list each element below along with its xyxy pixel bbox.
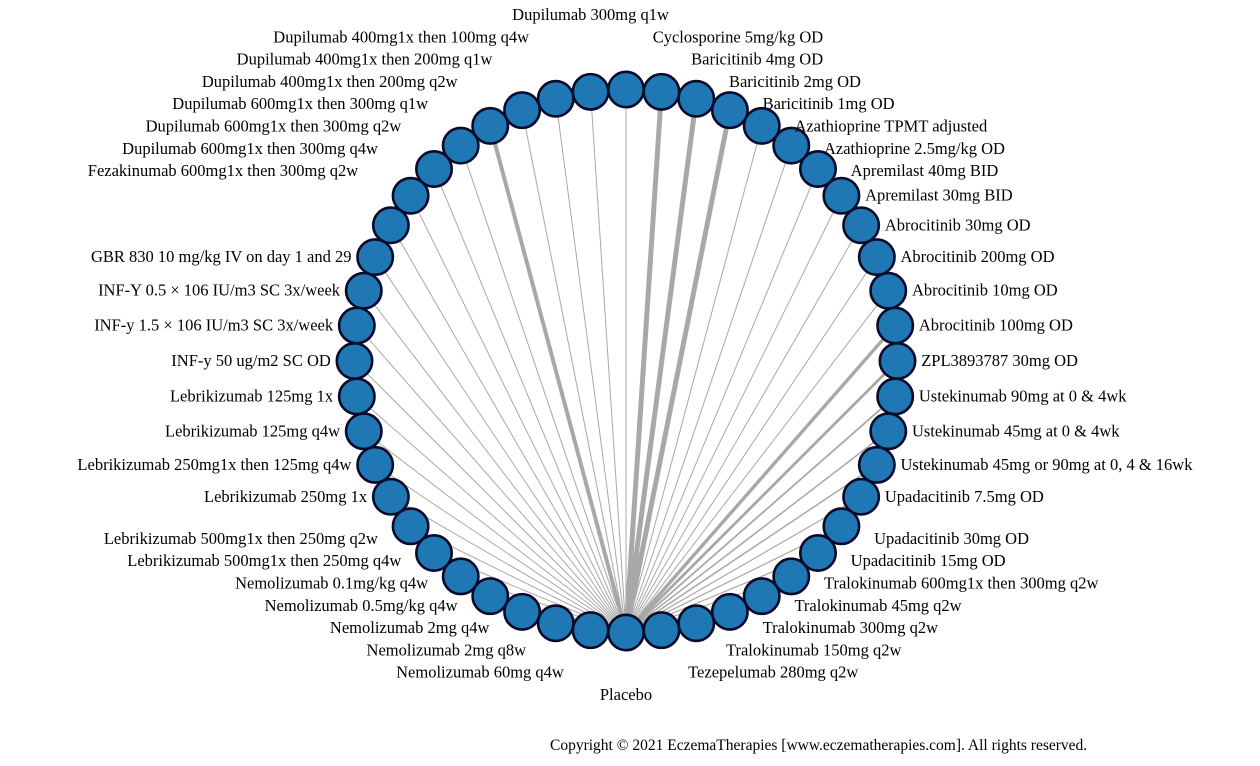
svg-text:Abrocitinib 30mg OD: Abrocitinib 30mg OD	[885, 215, 1031, 234]
svg-text:Abrocitinib 100mg OD: Abrocitinib 100mg OD	[919, 316, 1073, 335]
svg-text:Apremilast 40mg BID: Apremilast 40mg BID	[851, 161, 999, 180]
svg-text:Lebrikizumab 250mg1x then 125m: Lebrikizumab 250mg1x then 125mg q4w	[77, 455, 351, 474]
svg-text:Fezakinumab 600mg1x then 300mg: Fezakinumab 600mg1x then 300mg q2w	[88, 161, 358, 180]
svg-text:INF-y 1.5 × 106 IU/m3 SC 3x/we: INF-y 1.5 × 106 IU/m3 SC 3x/week	[94, 316, 334, 335]
svg-text:Baricitinib 1mg OD: Baricitinib 1mg OD	[763, 94, 895, 113]
svg-text:Dupilumab 400mg1x then 200mg q: Dupilumab 400mg1x then 200mg q2w	[202, 72, 458, 91]
svg-text:Lebrikizumab 500mg1x then 250m: Lebrikizumab 500mg1x then 250mg q2w	[104, 529, 378, 548]
svg-text:Ustekinumab 45mg or 90mg at 0,: Ustekinumab 45mg or 90mg at 0, 4 & 16wk	[901, 455, 1194, 474]
svg-text:Tezepelumab 280mg q2w: Tezepelumab 280mg q2w	[688, 663, 858, 682]
svg-text:Tralokinumab 600mg1x then 300m: Tralokinumab 600mg1x then 300mg q2w	[824, 574, 1098, 593]
svg-text:INF-y 50 ug/m2 SC OD: INF-y 50 ug/m2 SC OD	[171, 351, 331, 370]
svg-text:Ustekinumab 45mg at 0 & 4wk: Ustekinumab 45mg at 0 & 4wk	[912, 421, 1120, 440]
svg-text:Dupilumab 600mg1x then 300mg q: Dupilumab 600mg1x then 300mg q1w	[172, 94, 428, 113]
svg-text:Tralokinumab 300mg q2w: Tralokinumab 300mg q2w	[763, 618, 938, 637]
svg-text:Baricitinib 4mg OD: Baricitinib 4mg OD	[691, 50, 823, 69]
svg-text:Placebo: Placebo	[600, 685, 652, 704]
svg-text:Ustekinumab 90mg at 0 & 4wk: Ustekinumab 90mg at 0 & 4wk	[919, 386, 1127, 405]
svg-text:Upadacitinib 15mg OD: Upadacitinib 15mg OD	[851, 551, 1006, 570]
svg-text:Dupilumab 400mg1x then 200mg q: Dupilumab 400mg1x then 200mg q1w	[237, 50, 493, 69]
svg-text:INF-Y 0.5 × 106 IU/m3 SC 3x/we: INF-Y 0.5 × 106 IU/m3 SC 3x/week	[98, 281, 341, 300]
svg-text:Lebrikizumab 250mg 1x: Lebrikizumab 250mg 1x	[204, 487, 368, 506]
svg-text:Apremilast 30mg BID: Apremilast 30mg BID	[865, 186, 1013, 205]
svg-text:ZPL3893787 30mg OD: ZPL3893787 30mg OD	[921, 351, 1078, 370]
svg-text:Abrocitinib 10mg OD: Abrocitinib 10mg OD	[912, 281, 1058, 300]
svg-text:Abrocitinib 200mg OD: Abrocitinib 200mg OD	[901, 247, 1055, 266]
svg-text:Nemolizumab 2mg q8w: Nemolizumab 2mg q8w	[367, 640, 527, 659]
svg-text:GBR 830 10 mg/kg IV on day 1 a: GBR 830 10 mg/kg IV on day 1 and 29	[91, 247, 351, 266]
svg-text:Dupilumab 600mg1x then 300mg q: Dupilumab 600mg1x then 300mg q4w	[122, 139, 378, 158]
svg-text:Cyclosporine 5mg/kg OD: Cyclosporine 5mg/kg OD	[653, 27, 824, 46]
svg-text:Lebrikizumab 125mg q4w: Lebrikizumab 125mg q4w	[165, 421, 340, 440]
svg-text:Upadacitinib 30mg OD: Upadacitinib 30mg OD	[874, 529, 1029, 548]
svg-text:Upadacitinib 7.5mg OD: Upadacitinib 7.5mg OD	[885, 487, 1044, 506]
svg-text:Lebrikizumab 125mg 1x: Lebrikizumab 125mg 1x	[170, 386, 334, 405]
svg-text:Tralokinumab 150mg q2w: Tralokinumab 150mg q2w	[726, 640, 901, 659]
svg-text:Dupilumab 600mg1x then 300mg q: Dupilumab 600mg1x then 300mg q2w	[146, 117, 402, 136]
svg-text:Nemolizumab 60mg q4w: Nemolizumab 60mg q4w	[396, 663, 564, 682]
svg-text:Azathioprine TPMT adjusted: Azathioprine TPMT adjusted	[794, 117, 988, 136]
svg-text:Nemolizumab 0.5mg/kg q4w: Nemolizumab 0.5mg/kg q4w	[265, 596, 458, 615]
svg-text:Baricitinib 2mg OD: Baricitinib 2mg OD	[729, 72, 861, 91]
svg-text:Nemolizumab 2mg q4w: Nemolizumab 2mg q4w	[330, 618, 490, 637]
svg-text:Dupilumab 300mg q1w: Dupilumab 300mg q1w	[512, 5, 669, 24]
svg-text:Nemolizumab 0.1mg/kg q4w: Nemolizumab 0.1mg/kg q4w	[235, 574, 428, 593]
svg-text:Tralokinumab 45mg q2w: Tralokinumab 45mg q2w	[794, 596, 961, 615]
svg-text:Lebrikizumab 500mg1x then 250m: Lebrikizumab 500mg1x then 250mg q4w	[127, 551, 401, 570]
svg-text:Dupilumab 400mg1x then 100mg q: Dupilumab 400mg1x then 100mg q4w	[273, 27, 529, 46]
svg-text:Azathioprine 2.5mg/kg OD: Azathioprine 2.5mg/kg OD	[824, 139, 1005, 158]
